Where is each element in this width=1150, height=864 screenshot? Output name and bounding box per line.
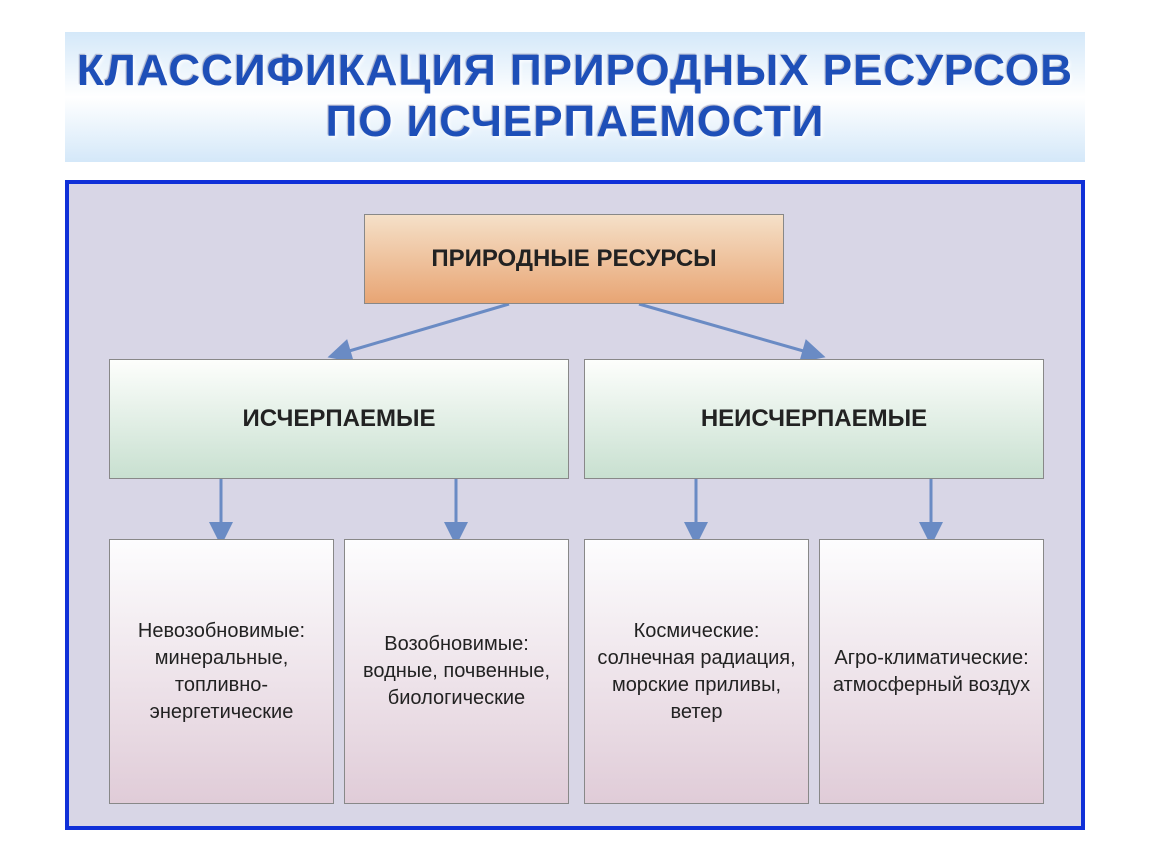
title-banner: КЛАССИФИКАЦИЯ ПРИРОДНЫХ РЕСУРСОВ ПО ИСЧЕ… [65,32,1085,162]
diagram-container: ПРИРОДНЫЕ РЕСУРСЫ ИСЧЕРПАЕМЫЕ НЕИСЧЕРПАЕ… [65,180,1085,830]
node-exhaustible: ИСЧЕРПАЕМЫЕ [109,359,569,479]
node-inexhaustible: НЕИСЧЕРПАЕМЫЕ [584,359,1044,479]
page-title: КЛАССИФИКАЦИЯ ПРИРОДНЫХ РЕСУРСОВ ПО ИСЧЕ… [65,46,1085,147]
leaf-cosmic: Космические: солнечная радиация, морские… [584,539,809,804]
leaf-renewable: Возобновимые: водные, почвенные, биологи… [344,539,569,804]
leaf-agroclimatic: Агро-климатические: атмосферный воздух [819,539,1044,804]
node-root: ПРИРОДНЫЕ РЕСУРСЫ [364,214,784,304]
leaf-nonrenewable: Невозобновимые: минеральные, топливно-эн… [109,539,334,804]
